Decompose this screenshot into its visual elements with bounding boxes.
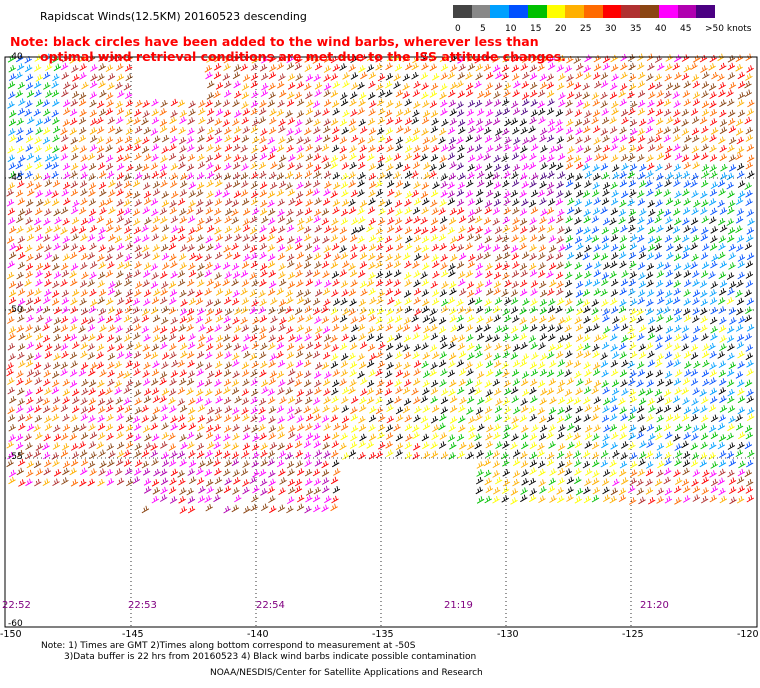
lat-label-45: -45 [8,173,23,183]
attitude-note: Note: black circles have been added to t… [10,34,566,64]
colorbar-label: 20 [555,24,567,34]
lat-label-55: -55 [8,452,23,462]
colorbar-swatch [565,5,585,18]
time-label-2119: 21:19 [444,600,473,611]
colorbar-swatch [546,5,566,18]
lon-label-130: -130 [497,629,519,640]
colorbar-label: 40 [655,24,667,34]
chart-title: Rapidscat Winds(12.5KM) 20160523 descend… [40,10,307,23]
colorbar-swatch [527,5,548,18]
lat-label-40: -40 [8,52,23,62]
lon-label-135: -135 [372,629,394,640]
colorbar-swatch [471,5,491,18]
colorbar-label: 35 [630,24,642,34]
footer-credit: NOAA/NESDIS/Center for Satellite Applica… [210,668,483,678]
lat-label-50: -50 [8,305,23,315]
lon-label-150: -150 [0,629,22,640]
colorbar-swatch [584,5,604,18]
lon-label-140: -140 [247,629,269,640]
footer-note-1: Note: 1) Times are GMT 2)Times along bot… [41,641,416,651]
time-label-2254: 22:54 [256,600,285,611]
colorbar-swatch [696,5,716,18]
colorbar-label: 0 [455,24,461,34]
colorbar-swatch [490,5,510,18]
colorbar-label: 30 [605,24,617,34]
colorbar-swatch [509,5,529,18]
wind-barb-field [6,53,755,514]
colorbar-label: 25 [580,24,592,34]
footer-note-2: 3)Data buffer is 22 hrs from 20160523 4)… [64,652,477,662]
colorbar-swatch [602,5,622,18]
note-line-2: optimal wind retrieval conditions are me… [40,49,566,64]
colorbar-label: 5 [480,24,486,34]
colorbar-label: 10 [505,24,517,34]
colorbar-swatch [677,5,697,18]
colorbar-swatch [658,5,679,18]
note-line-1: Note: black circles have been added to t… [10,34,539,49]
lon-label-145: -145 [122,629,144,640]
time-label-2120: 21:20 [640,600,669,611]
colorbar-swatch [640,5,660,18]
colorbar-label: 45 [680,24,692,34]
lon-label-125: -125 [622,629,644,640]
colorbar-swatch [453,5,473,18]
lat-lon-grid [5,57,757,627]
lon-label-120: -120 [737,629,759,640]
time-label-2252: 22:52 [2,600,31,611]
colorbar-label: 15 [530,24,542,34]
map-frame [4,56,758,628]
lat-label-60: -60 [8,619,23,629]
time-label-2253: 22:53 [128,600,157,611]
colorbar-swatch [621,5,641,18]
colorbar-label: >50 knots [705,24,752,34]
